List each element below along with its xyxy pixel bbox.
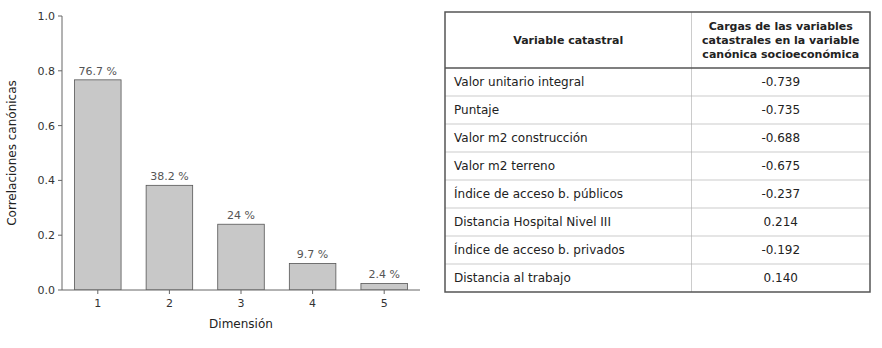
table-value: -0.735 xyxy=(761,103,800,117)
row-line xyxy=(445,124,870,125)
column-line xyxy=(691,12,692,292)
table-row-label: Valor m2 construcción xyxy=(454,131,588,145)
table-border xyxy=(445,12,870,292)
y-tick-label: 1.0 xyxy=(38,10,56,23)
y-tick-label: 0.2 xyxy=(38,229,56,242)
data-label: 38.2 % xyxy=(150,170,188,183)
table-value: 0.214 xyxy=(764,215,798,229)
table-header: Variable catastral xyxy=(513,34,623,47)
bar xyxy=(75,80,122,290)
table-header: Cargas de las variablescatastrales en la… xyxy=(702,20,859,61)
x-axis-label: Dimensión xyxy=(209,317,273,331)
x-tick xyxy=(169,290,170,294)
y-tick xyxy=(58,125,62,126)
table-value: -0.192 xyxy=(761,243,800,257)
data-label: 24 % xyxy=(227,209,255,222)
bar xyxy=(289,263,336,290)
y-axis-label: Correlaciones canónicas xyxy=(5,80,19,226)
table-row-label: Distancia al trabajo xyxy=(454,271,571,285)
table-row-label: Índice de acceso b. privados xyxy=(454,242,625,257)
row-line xyxy=(445,264,870,265)
y-axis xyxy=(62,16,63,290)
bar xyxy=(146,185,193,290)
header-line-text: Cargas de las variables xyxy=(709,20,854,33)
y-tick-label: 0.0 xyxy=(38,284,56,297)
row-line xyxy=(445,236,870,237)
x-tick-label: 4 xyxy=(309,297,316,310)
x-tick-label: 1 xyxy=(94,297,101,310)
x-tick-label: 3 xyxy=(238,297,245,310)
x-tick-label: 2 xyxy=(166,297,173,310)
bars xyxy=(75,80,408,290)
header-line-text: Variable catastral xyxy=(513,34,623,47)
table-value: 0.140 xyxy=(764,271,798,285)
header-line-text: canónica socioeconómica xyxy=(702,48,859,61)
y-tick-label: 0.8 xyxy=(38,65,56,78)
table-row-label: Puntaje xyxy=(454,103,499,117)
bar-chart: 0.0 0.2 0.4 0.6 0.8 1.0 76.7 % 38.2 % 24 % 9.7 % 2… xyxy=(5,10,420,331)
table: Variable catastral Cargas de las variable… xyxy=(445,12,870,292)
data-label: 9.7 % xyxy=(297,248,328,261)
header-line xyxy=(445,67,870,69)
table-row-label: Distancia Hospital Nivel III xyxy=(454,215,611,229)
y-tick xyxy=(58,70,62,71)
x-axis xyxy=(62,290,420,291)
table-value: -0.688 xyxy=(761,131,800,145)
header-line-text: catastrales en la variable xyxy=(702,34,859,47)
y-tick-label: 0.4 xyxy=(38,174,56,187)
x-tick xyxy=(97,290,98,294)
y-tick-label: 0.6 xyxy=(38,120,56,133)
x-tick xyxy=(384,290,385,294)
data-label: 76.7 % xyxy=(79,65,117,78)
bar xyxy=(361,283,408,290)
row-line xyxy=(445,152,870,153)
table-row-label: Valor m2 terreno xyxy=(454,159,555,173)
table-value: -0.739 xyxy=(761,75,800,89)
x-tick xyxy=(312,290,313,294)
data-label: 2.4 % xyxy=(368,268,399,281)
figure: 0.0 0.2 0.4 0.6 0.8 1.0 76.7 % 38.2 % 24 % 9.7 % 2… xyxy=(0,0,882,348)
row-line xyxy=(445,208,870,209)
row-line xyxy=(445,96,870,97)
y-tick xyxy=(58,235,62,236)
table-row-label: Índice de acceso b. públicos xyxy=(454,186,623,201)
bar xyxy=(218,224,265,290)
row-line xyxy=(445,180,870,181)
y-tick xyxy=(58,290,62,291)
x-tick-label: 5 xyxy=(381,297,388,310)
y-tick xyxy=(58,16,62,17)
table-value: -0.237 xyxy=(761,187,800,201)
x-tick xyxy=(241,290,242,294)
table-row-label: Valor unitario integral xyxy=(454,75,584,89)
table-value: -0.675 xyxy=(761,159,800,173)
y-tick xyxy=(58,180,62,181)
